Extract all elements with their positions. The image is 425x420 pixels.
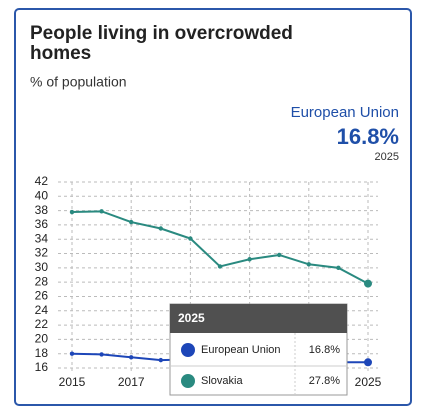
x-tick-label: 2025: [355, 375, 382, 389]
data-point: [364, 358, 372, 367]
tooltip-header: [170, 304, 347, 333]
headline-value: 16.8%: [337, 124, 399, 149]
x-tick-label: 2015: [59, 375, 86, 389]
y-tick-label: 16: [35, 360, 49, 374]
y-tick-label: 20: [35, 332, 49, 346]
data-point: [336, 265, 341, 271]
data-point: [217, 264, 223, 269]
y-tick-label: 40: [35, 188, 49, 202]
legend-label: Slovakia: [201, 375, 243, 387]
y-tick-label: 32: [35, 246, 49, 260]
chart-title: People living in overcrowded homes: [30, 24, 293, 64]
data-point: [247, 257, 252, 262]
title-box: People living in overcrowded homes: [30, 24, 293, 64]
y-tick-label: 38: [35, 203, 49, 217]
legend-label: European Union: [201, 344, 281, 356]
tooltip-value: 16.8%: [309, 344, 340, 356]
y-tick-label: 22: [35, 317, 49, 331]
data-point: [188, 236, 193, 241]
y-tick-label: 26: [35, 289, 49, 303]
data-point: [99, 209, 104, 214]
data-point: [158, 226, 163, 231]
headline-year: 2025: [375, 151, 399, 163]
chart-subtitle: % of population: [30, 74, 127, 90]
y-tick-label: 30: [35, 260, 49, 274]
legend-swatch: [181, 343, 195, 357]
y-tick-label: 28: [35, 274, 49, 288]
y-tick-label: 42: [35, 174, 49, 188]
legend-swatch: [181, 374, 195, 388]
data-point: [129, 355, 134, 360]
tooltip-title: 2025: [178, 311, 205, 325]
x-tick-label: 2017: [118, 375, 145, 389]
data-point: [306, 262, 311, 267]
data-point: [158, 357, 163, 363]
data-point: [277, 252, 282, 258]
y-tick-label: 34: [35, 231, 49, 245]
headline-name: European Union: [291, 104, 399, 121]
data-point: [129, 219, 134, 225]
data-point: [99, 352, 104, 357]
y-tick-label: 36: [35, 217, 49, 231]
data-point: [69, 351, 75, 356]
tooltip-value: 27.8%: [309, 375, 340, 387]
y-tick-label: 18: [35, 346, 49, 360]
tooltip: 2025 European Union 16.8% Slovakia 27.8%: [169, 303, 348, 396]
y-tick-label: 24: [35, 303, 49, 317]
data-point: [69, 209, 75, 215]
data-point: [364, 279, 372, 288]
